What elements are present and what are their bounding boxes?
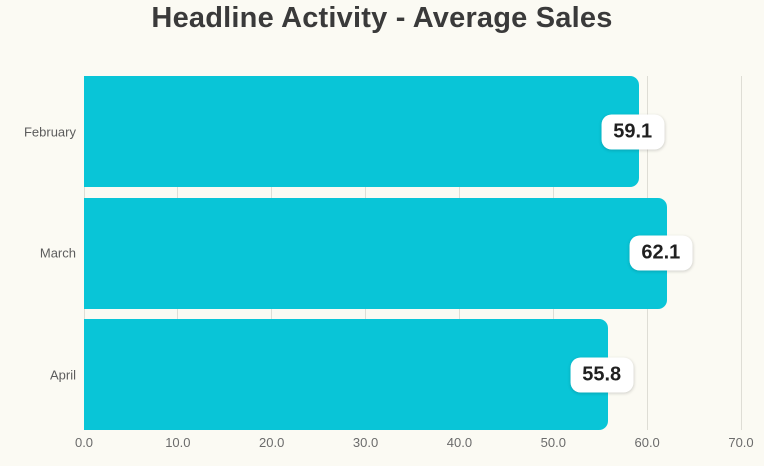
x-tick-label: 60.0 — [634, 435, 660, 450]
x-tick-label: 50.0 — [540, 435, 566, 450]
bar-march[interactable]: 62.1 — [84, 197, 693, 309]
x-axis: 0.0 10.0 20.0 30.0 40.0 50.0 60.0 70.0 — [75, 435, 754, 457]
gridline-70.0 — [740, 76, 742, 430]
bar-row-march: March 62.1 — [40, 197, 741, 309]
value-badge-april: 55.8 — [570, 357, 634, 392]
category-label-february: February — [23, 124, 76, 139]
x-tick-label: 10.0 — [165, 435, 191, 450]
bar-april[interactable]: 55.8 — [84, 319, 634, 430]
plot-area: February 59.1 March 62.1 April 55.8 — [24, 76, 742, 430]
x-tick-label: 70.0 — [728, 435, 754, 450]
x-tick-label: 20.0 — [259, 435, 285, 450]
x-tick-label: 0.0 — [74, 435, 94, 450]
bar-row-april: April 55.8 — [50, 319, 741, 430]
x-tick-label: 40.0 — [446, 435, 473, 450]
value-badge-march: 62.1 — [629, 235, 693, 271]
chart-title: Headline Activity - Average Sales — [151, 2, 613, 34]
bar-february[interactable]: 59.1 — [84, 76, 665, 187]
x-tick-label: 30.0 — [352, 435, 379, 450]
bar-row-february: February 59.1 — [24, 76, 741, 187]
category-label-april: April — [49, 367, 76, 382]
bars-layer: February 59.1 March 62.1 April 55.8 — [24, 76, 741, 430]
value-badge-february: 59.1 — [601, 114, 665, 149]
category-label-march: March — [39, 245, 76, 261]
